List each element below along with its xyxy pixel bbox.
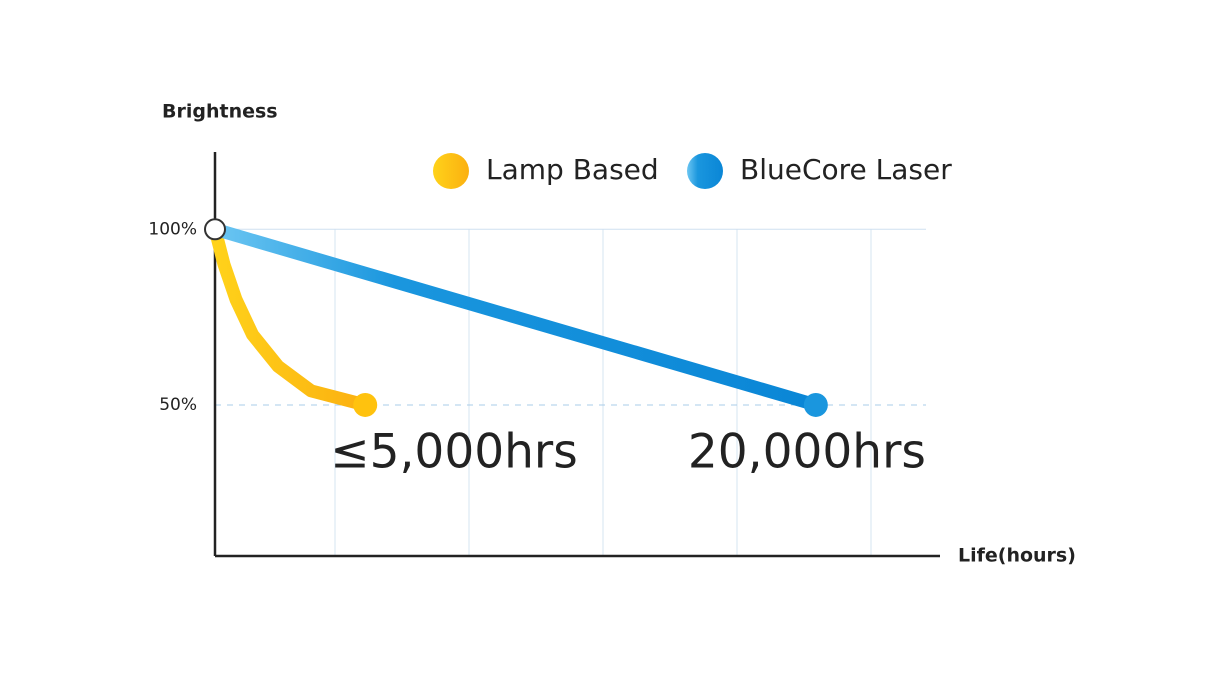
y-tick-label: 50% xyxy=(159,395,197,415)
origin-point xyxy=(204,218,226,241)
end-point xyxy=(803,392,828,417)
x-axis-label: Life(hours) xyxy=(958,545,1076,567)
y-tick-label: 100% xyxy=(148,219,197,239)
legend-swatch xyxy=(433,153,469,189)
data-annotation: 20,000hrs xyxy=(688,424,926,479)
series-line xyxy=(208,222,823,412)
legend-swatch xyxy=(687,153,723,189)
legend-label: BlueCore Laser xyxy=(740,153,952,186)
y-axis-label: Brightness xyxy=(162,101,278,123)
series-line xyxy=(208,222,372,412)
data-annotation: ≤5,000hrs xyxy=(330,424,578,479)
end-point xyxy=(353,392,378,417)
legend-label: Lamp Based xyxy=(486,153,659,186)
vertical-grid xyxy=(334,229,872,556)
